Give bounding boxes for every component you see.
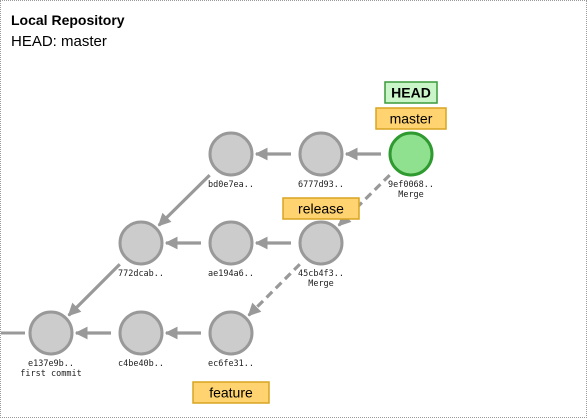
branch-ref-feature[interactable]: feature <box>192 381 270 404</box>
commit-id: 6777d93.. <box>298 180 344 190</box>
branch-ref-master[interactable]: master <box>375 107 447 130</box>
commit-node[interactable] <box>298 220 344 266</box>
branch-name: feature <box>209 385 253 401</box>
commit-id: c4be40b.. <box>118 359 164 369</box>
commit-node[interactable] <box>208 131 254 177</box>
commit-node[interactable] <box>208 310 254 356</box>
parent-edge <box>247 263 301 317</box>
head-pointer[interactable]: HEAD <box>384 81 438 104</box>
commit-id: 45cb4f3.. <box>298 269 344 279</box>
commit-message: first commit <box>20 369 81 379</box>
branch-name: master <box>390 111 433 127</box>
head-label: HEAD <box>391 85 431 101</box>
commit-node[interactable] <box>208 220 254 266</box>
branch-ref-box <box>192 381 270 404</box>
commit-message: Merge <box>308 279 334 289</box>
commit-id: ae194a6.. <box>208 269 254 279</box>
parent-edge <box>157 173 211 227</box>
commit-node[interactable] <box>298 131 344 177</box>
commit-node[interactable] <box>28 310 74 356</box>
panel-title: Local Repository <box>11 12 125 28</box>
parent-edge <box>67 263 121 317</box>
commit-node[interactable] <box>118 310 164 356</box>
head-box <box>384 81 438 104</box>
commit-id: bd0e7ea.. <box>208 180 254 190</box>
head-status: HEAD: master <box>11 33 107 50</box>
branch-name: release <box>298 201 344 217</box>
commit-id: ec6fe31.. <box>208 359 254 369</box>
commit-message: Merge <box>398 190 424 200</box>
branch-ref-box <box>375 107 447 130</box>
commit-id: e137e9b.. <box>28 359 74 369</box>
commit-id: 772dcab.. <box>118 269 164 279</box>
branch-ref-box <box>282 197 360 220</box>
commit-node[interactable] <box>118 220 164 266</box>
head-commit-node[interactable] <box>388 131 434 177</box>
branch-ref-release[interactable]: release <box>282 197 360 220</box>
commit-id: 9ef0068.. <box>388 180 434 190</box>
